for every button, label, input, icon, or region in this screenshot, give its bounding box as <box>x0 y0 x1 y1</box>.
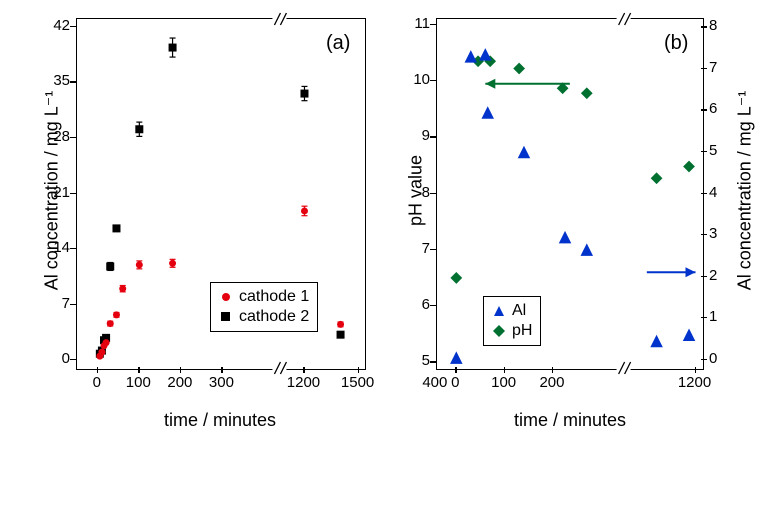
tick-label: 3 <box>709 225 727 242</box>
tick-label: 0 <box>42 350 70 367</box>
tick-label: 200 <box>532 374 572 391</box>
circle-icon <box>219 290 233 304</box>
legend-a-row-2: cathode 2 <box>219 307 309 327</box>
tick-label: 42 <box>42 17 70 34</box>
tick-label: 6 <box>709 100 727 117</box>
tick-label: 10 <box>406 71 430 88</box>
legend-b-row-1: Al <box>492 301 532 321</box>
tick-label: 100 <box>484 374 524 391</box>
tick-label: 300 <box>201 374 241 391</box>
tick-label: 11 <box>406 15 430 32</box>
legend-a-s2: cathode 2 <box>239 307 309 327</box>
tick-label: 1200 <box>675 374 715 391</box>
tick-label: 8 <box>709 17 727 34</box>
tick-label: 5 <box>406 352 430 369</box>
tick-label: 14 <box>42 239 70 256</box>
tick-label: 7 <box>42 295 70 312</box>
tick-label: 7 <box>709 59 727 76</box>
axis-b-x-label: time / minutes <box>490 410 650 431</box>
tick-label: 1500 <box>338 374 378 391</box>
tick-label: 21 <box>42 184 70 201</box>
tick-label: 2 <box>709 267 727 284</box>
triangle-icon <box>492 304 506 318</box>
square-icon <box>219 310 233 324</box>
legend-a-s1: cathode 1 <box>239 287 309 307</box>
tick-label: 0 <box>709 350 727 367</box>
tick-label: 1200 <box>283 374 323 391</box>
legend-b-row-2: pH <box>492 321 532 341</box>
tick-label: 1 <box>709 308 727 325</box>
tick-label: 0 <box>77 374 117 391</box>
tick-label: 35 <box>42 72 70 89</box>
legend-a-row-1: cathode 1 <box>219 287 309 307</box>
plot-b <box>436 18 704 370</box>
tick-label: 5 <box>709 142 727 159</box>
panel-b-label: (b) <box>664 32 688 55</box>
tick-label: 28 <box>42 128 70 145</box>
tick-label: 4 <box>709 184 727 201</box>
axis-a-x-label: time / minutes <box>130 410 310 431</box>
tick-label: 8 <box>406 184 430 201</box>
tick-label: 6 <box>406 296 430 313</box>
legend-a: cathode 1 cathode 2 <box>210 282 318 332</box>
tick-label: 9 <box>406 127 430 144</box>
tick-label: 400 <box>415 374 455 391</box>
tick-label: 200 <box>160 374 200 391</box>
tick-label: 100 <box>118 374 158 391</box>
panel-a-label: (a) <box>326 32 350 55</box>
diamond-icon <box>492 324 506 338</box>
figure: { "panel_label_a": "(a)", "panel_label_b… <box>0 0 769 506</box>
plot-b-svg <box>437 19 703 369</box>
tick-label: 7 <box>406 240 430 257</box>
axis-b-yr-label: Al concentration / mg L⁻¹ <box>735 56 756 326</box>
legend-b-s1: Al <box>512 301 526 321</box>
legend-b-s2: pH <box>512 321 532 341</box>
legend-b: Al pH <box>483 296 541 346</box>
